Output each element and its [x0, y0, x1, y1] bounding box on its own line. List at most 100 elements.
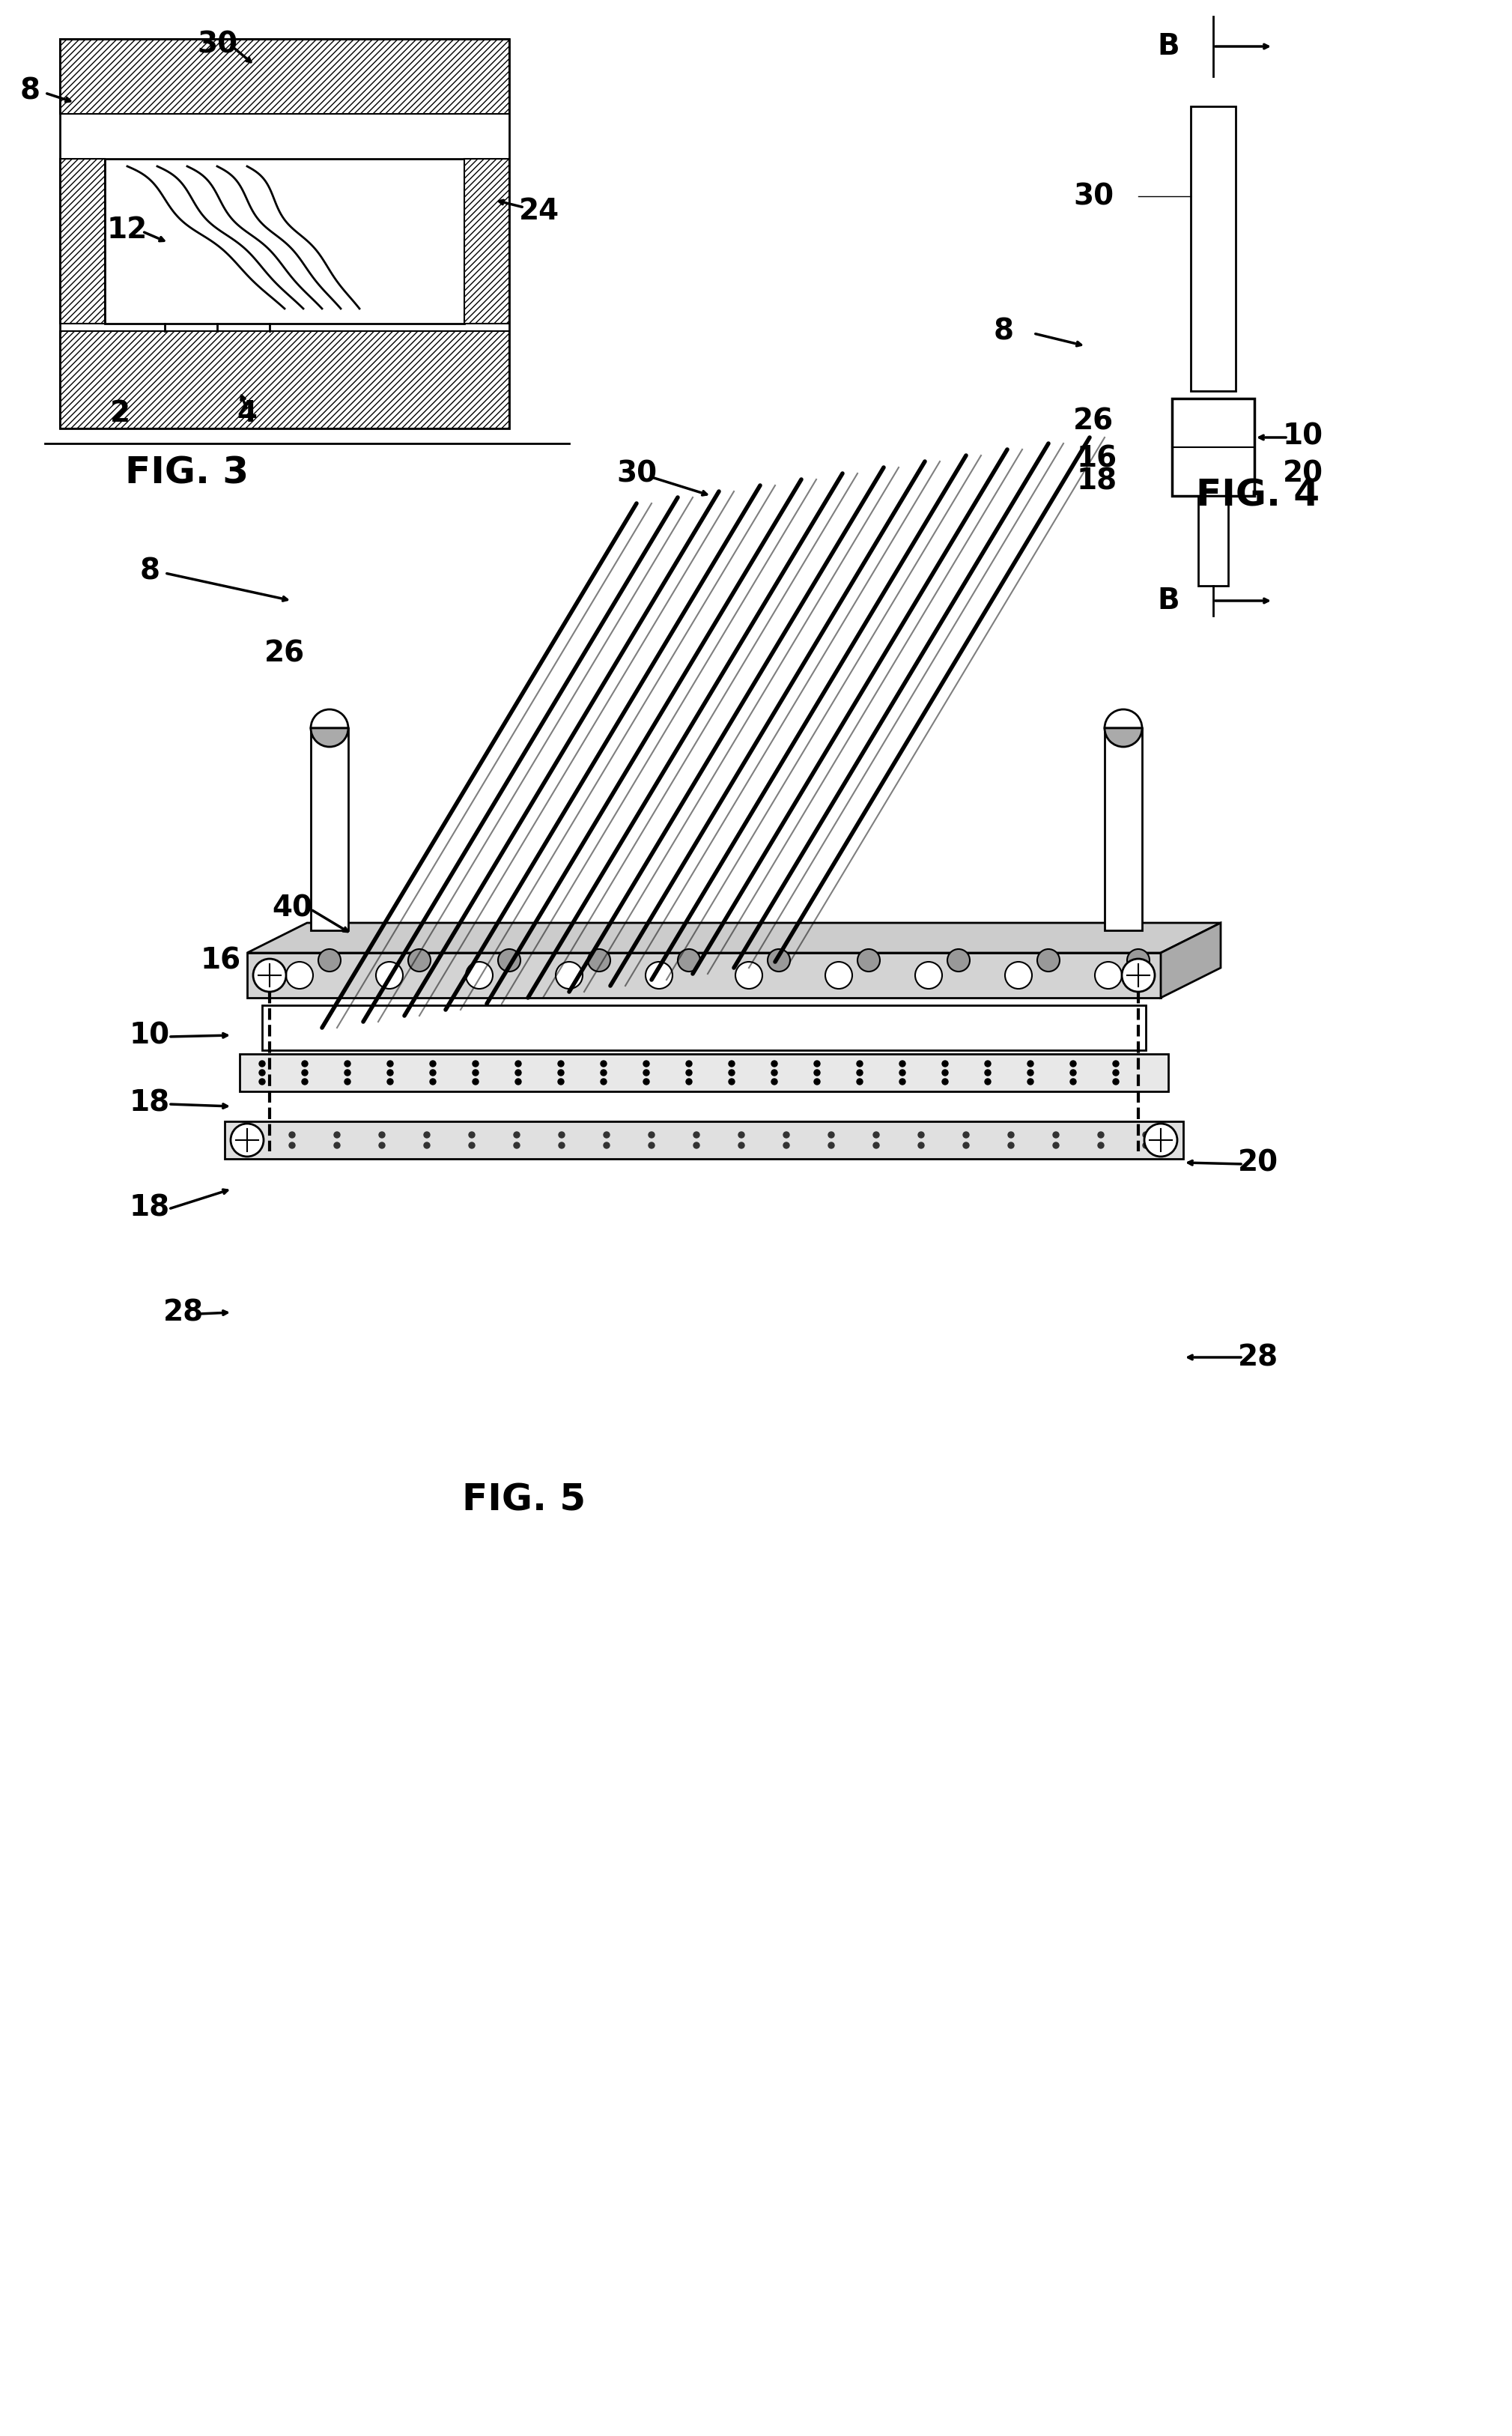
Circle shape [649, 1142, 655, 1147]
Circle shape [643, 1069, 649, 1077]
Circle shape [1070, 1060, 1077, 1067]
Circle shape [738, 1133, 744, 1138]
Circle shape [289, 1133, 295, 1138]
Circle shape [603, 1133, 609, 1138]
Text: 8: 8 [20, 78, 39, 105]
Circle shape [1143, 1133, 1149, 1138]
Circle shape [380, 1133, 386, 1138]
Text: B: B [1157, 32, 1179, 61]
Circle shape [1009, 1133, 1015, 1138]
Circle shape [516, 1079, 522, 1084]
Circle shape [376, 962, 402, 989]
Circle shape [466, 962, 493, 989]
Circle shape [1028, 1069, 1034, 1077]
Circle shape [942, 1069, 948, 1077]
Wedge shape [311, 709, 348, 728]
Circle shape [497, 950, 520, 972]
Circle shape [918, 1133, 924, 1138]
Circle shape [469, 1142, 475, 1147]
Text: 30: 30 [197, 32, 237, 58]
Circle shape [408, 950, 431, 972]
Circle shape [514, 1133, 520, 1138]
Circle shape [302, 1060, 308, 1067]
Text: 28: 28 [163, 1298, 204, 1328]
Circle shape [387, 1060, 393, 1067]
Wedge shape [311, 728, 348, 748]
Circle shape [1070, 1069, 1077, 1077]
Circle shape [345, 1079, 351, 1084]
Circle shape [874, 1142, 878, 1147]
Circle shape [829, 1133, 835, 1138]
Polygon shape [225, 1121, 1184, 1160]
Circle shape [600, 1069, 606, 1077]
Polygon shape [239, 1055, 1169, 1091]
Circle shape [813, 1060, 820, 1067]
Text: 20: 20 [1282, 458, 1323, 487]
Circle shape [302, 1069, 308, 1077]
Bar [60, 39, 510, 114]
Circle shape [243, 1142, 249, 1147]
Circle shape [729, 1069, 735, 1077]
Circle shape [588, 950, 611, 972]
Circle shape [558, 1060, 564, 1067]
Circle shape [380, 1142, 386, 1147]
Circle shape [345, 1060, 351, 1067]
Circle shape [729, 1060, 735, 1067]
Text: FIG. 3: FIG. 3 [125, 456, 249, 492]
Circle shape [289, 1142, 295, 1147]
Bar [1198, 497, 1228, 585]
Text: 2: 2 [110, 400, 130, 429]
Circle shape [1143, 1142, 1149, 1147]
Circle shape [874, 1133, 878, 1138]
Circle shape [900, 1060, 906, 1067]
Text: 12: 12 [107, 217, 148, 244]
Text: 40: 40 [272, 894, 313, 923]
Polygon shape [246, 952, 1161, 999]
Circle shape [686, 1060, 692, 1067]
Bar [1191, 107, 1235, 392]
Circle shape [516, 1069, 522, 1077]
Circle shape [429, 1069, 435, 1077]
Circle shape [231, 1123, 263, 1157]
Circle shape [473, 1069, 478, 1077]
Bar [104, 158, 464, 324]
Circle shape [694, 1142, 700, 1147]
Circle shape [900, 1069, 906, 1077]
Circle shape [600, 1079, 606, 1084]
Circle shape [387, 1079, 393, 1084]
Circle shape [302, 1079, 308, 1084]
Circle shape [729, 1079, 735, 1084]
Circle shape [1113, 1079, 1119, 1084]
Circle shape [813, 1069, 820, 1077]
Polygon shape [262, 1006, 1146, 1050]
Text: 4: 4 [237, 400, 257, 429]
Circle shape [1122, 960, 1155, 991]
Circle shape [649, 1133, 655, 1138]
Circle shape [600, 1060, 606, 1067]
Text: 8: 8 [993, 317, 1013, 346]
Text: 10: 10 [1282, 421, 1323, 451]
Circle shape [984, 1060, 990, 1067]
Circle shape [942, 1060, 948, 1067]
Circle shape [783, 1142, 789, 1147]
Circle shape [286, 962, 313, 989]
Circle shape [259, 1069, 265, 1077]
Circle shape [771, 1069, 777, 1077]
Circle shape [826, 962, 853, 989]
Circle shape [963, 1133, 969, 1138]
Bar [60, 331, 510, 429]
Circle shape [771, 1079, 777, 1084]
Circle shape [1052, 1142, 1058, 1147]
Circle shape [694, 1133, 700, 1138]
Circle shape [334, 1133, 340, 1138]
Circle shape [646, 962, 673, 989]
Circle shape [768, 950, 791, 972]
Circle shape [948, 950, 969, 972]
Text: 16: 16 [201, 945, 242, 974]
Circle shape [813, 1079, 820, 1084]
Text: 30: 30 [1074, 183, 1114, 209]
Circle shape [963, 1142, 969, 1147]
Circle shape [319, 950, 340, 972]
Circle shape [857, 1060, 863, 1067]
Bar [1172, 400, 1255, 497]
